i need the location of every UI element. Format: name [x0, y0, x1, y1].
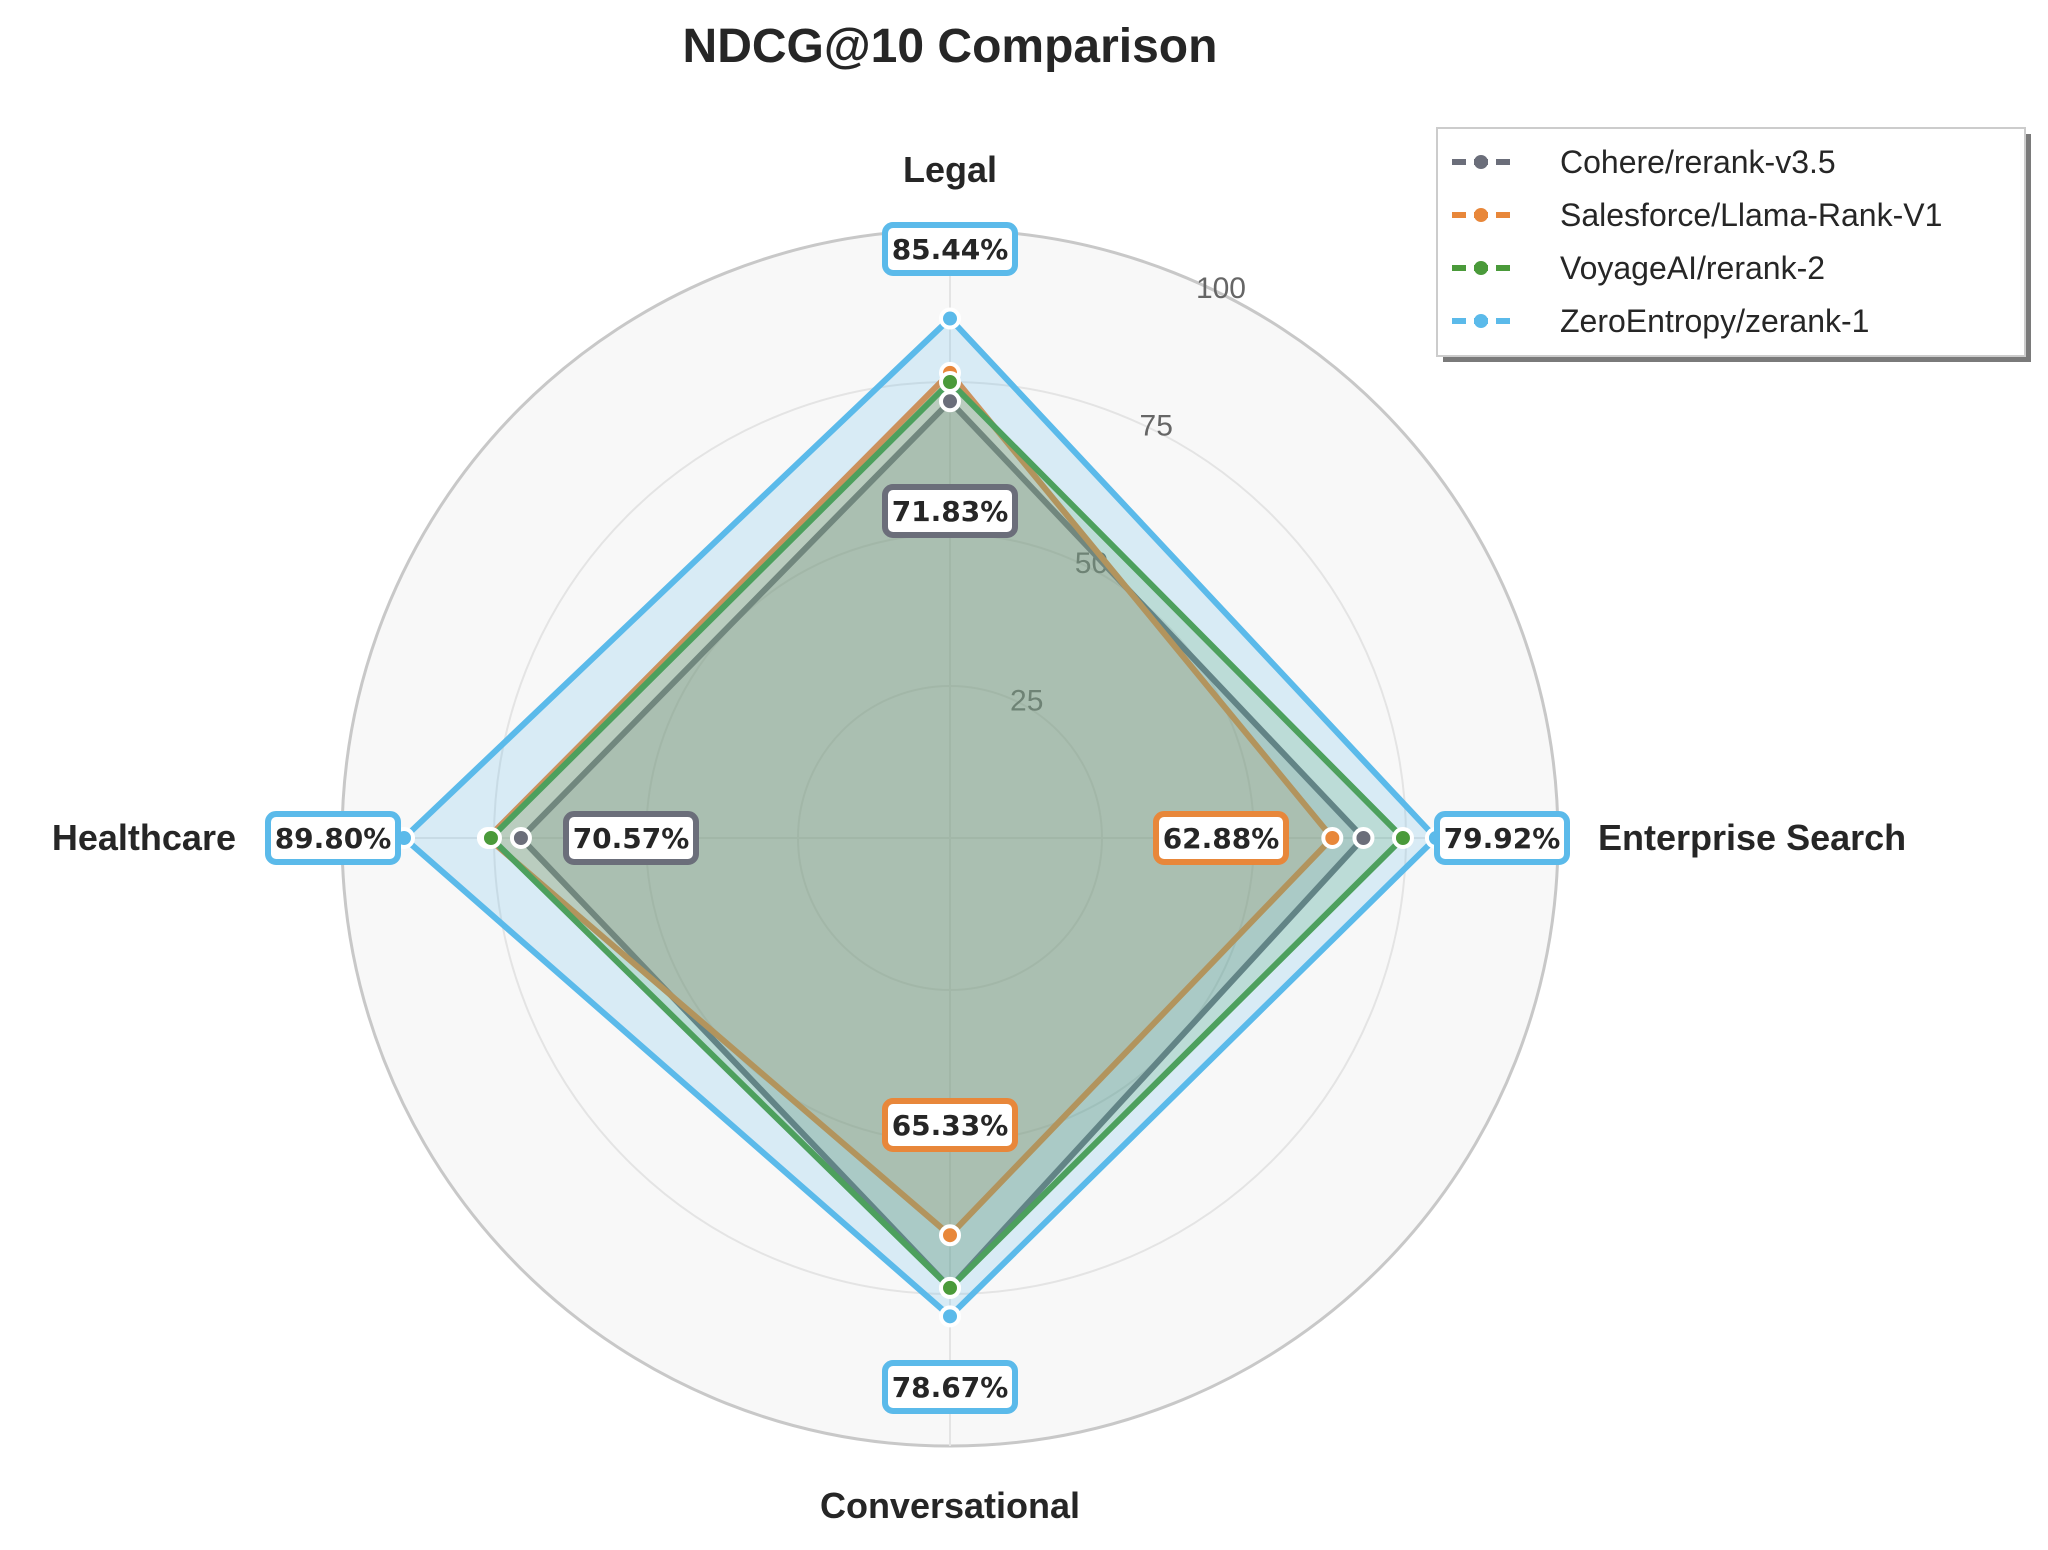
- legend-marker: [1474, 261, 1488, 275]
- value-label-text: 78.67%: [892, 1371, 1009, 1404]
- axis-label-legal: Legal: [903, 149, 997, 190]
- marker-voyageai-rerank-2-enterprise-search: [1391, 827, 1414, 849]
- value-label-box: [882, 1360, 1018, 1414]
- axis-label-conversational: Conversational: [820, 1485, 1080, 1526]
- marker-voyageai-rerank-2-legal: [939, 371, 961, 393]
- legend-label: Cohere/rerank-v3.5: [1560, 144, 1836, 180]
- legend-entry-salesforce-llama-rank-v1: Salesforce/Llama-Rank-V1: [1452, 197, 1942, 233]
- legend-frame: [1436, 127, 2026, 357]
- value-label-legal-cohere-rerank-v3-5: 71.83%: [882, 484, 1018, 538]
- value-label-healthcare-zeroentropy-zerank-1: 89.80%: [265, 811, 401, 865]
- marker-voyageai-rerank-2-conversational: [939, 1276, 961, 1299]
- legend-label: ZeroEntropy/zerank-1: [1560, 303, 1869, 339]
- value-label-enterprise-search-salesforce-llama-rank-v1: 62.88%: [1153, 811, 1289, 865]
- legend-entry-cohere-rerank-v3-5: Cohere/rerank-v3.5: [1452, 144, 1836, 180]
- marker-voyageai-rerank-2-healthcare: [479, 827, 502, 849]
- axis-label-enterprise-search: Enterprise Search: [1598, 817, 1906, 858]
- marker-zeroentropy-zerank-1-legal: [939, 307, 961, 330]
- value-label-box: [882, 484, 1018, 538]
- legend-label: VoyageAI/rerank-2: [1560, 250, 1825, 286]
- value-label-healthcare-cohere-rerank-v3-5: 70.57%: [563, 811, 699, 865]
- legend: Cohere/rerank-v3.5 Salesforce/Llama-Rank-…: [1436, 127, 2031, 362]
- axis-labels: Legal Enterprise Search Conversational Heal…: [52, 149, 1906, 1526]
- value-label-text: 71.83%: [892, 495, 1009, 528]
- marker-cohere-rerank-v3-5-legal: [939, 390, 961, 413]
- value-label-box: [1153, 811, 1289, 865]
- marker-salesforce-llama-rank-v1-conversational: [939, 1224, 961, 1247]
- value-label-text: 70.57%: [573, 822, 690, 855]
- value-label-text: 85.44%: [892, 233, 1009, 266]
- value-label-conversational-zeroentropy-zerank-1: 78.67%: [882, 1360, 1018, 1414]
- value-label-text: 62.88%: [1163, 822, 1280, 855]
- value-label-box: [265, 811, 401, 865]
- axis-label-healthcare: Healthcare: [52, 817, 236, 858]
- tick-label-100: 100: [1196, 272, 1246, 305]
- value-labels: 85.44% 71.83% 79.92% 62.88% 78.67% 65.33% 89.8…: [265, 222, 1570, 1414]
- legend-entry-voyageai-rerank-2: VoyageAI/rerank-2: [1452, 250, 1825, 286]
- legend-label: Salesforce/Llama-Rank-V1: [1560, 197, 1942, 233]
- tick-label-75: 75: [1140, 409, 1173, 442]
- chart-title: NDCG@10 Comparison: [683, 20, 1218, 73]
- marker-salesforce-llama-rank-v1-enterprise-search: [1321, 827, 1344, 849]
- legend-marker: [1474, 208, 1488, 222]
- series-polygons: [399, 314, 1441, 1321]
- value-label-legal-zeroentropy-zerank-1: 85.44%: [882, 222, 1018, 276]
- marker-cohere-rerank-v3-5-healthcare: [509, 827, 532, 849]
- value-label-box: [882, 222, 1018, 276]
- tick-label-25: 25: [1010, 684, 1043, 717]
- value-label-box: [1434, 811, 1570, 865]
- value-label-text: 79.92%: [1444, 822, 1561, 855]
- value-label-text: 65.33%: [892, 1109, 1009, 1142]
- legend-marker: [1474, 314, 1488, 328]
- legend-marker: [1474, 155, 1488, 169]
- value-label-enterprise-search-zeroentropy-zerank-1: 79.92%: [1434, 811, 1570, 865]
- legend-entry-zeroentropy-zerank-1: ZeroEntropy/zerank-1: [1452, 303, 1869, 339]
- value-label-box: [882, 1098, 1018, 1152]
- series-markers: [393, 307, 1447, 1328]
- value-label-box: [563, 811, 699, 865]
- marker-zeroentropy-zerank-1-conversational: [939, 1305, 961, 1328]
- value-label-text: 89.80%: [275, 822, 392, 855]
- value-label-conversational-salesforce-llama-rank-v1: 65.33%: [882, 1098, 1018, 1152]
- marker-cohere-rerank-v3-5-enterprise-search: [1352, 827, 1375, 849]
